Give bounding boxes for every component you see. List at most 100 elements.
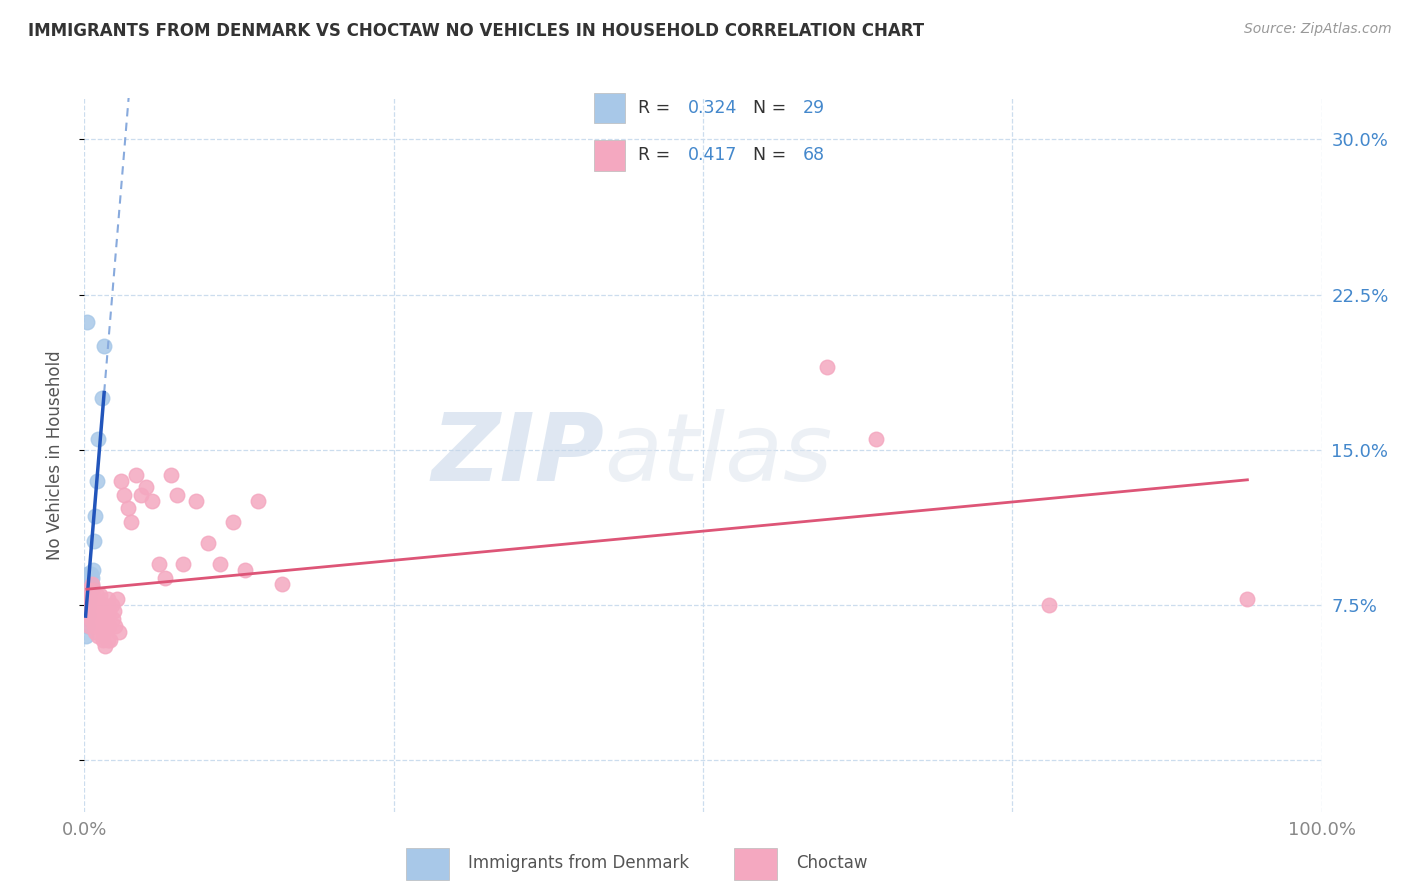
Point (79, 583, 101, 598)
Point (76, 618, 98, 632)
Point (77, 566, 100, 581)
Text: R =: R = (638, 146, 676, 164)
Point (79, 583, 101, 598)
Point (120, 515, 142, 529)
Point (76, 583, 98, 598)
Text: IMMIGRANTS FROM DENMARK VS CHOCTAW NO VEHICLES IN HOUSEHOLD CORRELATION CHART: IMMIGRANTS FROM DENMARK VS CHOCTAW NO VE… (28, 22, 924, 40)
Text: 0.324: 0.324 (688, 99, 737, 117)
Point (89, 598, 111, 612)
Text: Immigrants from Denmark: Immigrants from Denmark (468, 854, 689, 872)
Point (184, 494, 207, 508)
Point (82, 563, 104, 577)
Point (76, 314, 98, 328)
Point (75, 612, 97, 626)
Point (166, 488, 188, 502)
Point (1038, 598, 1060, 612)
Point (79, 575, 101, 590)
Point (87, 433, 110, 447)
Point (79, 612, 101, 626)
Point (135, 480, 157, 494)
Y-axis label: No Vehicles in Household: No Vehicles in Household (45, 350, 63, 560)
Point (94, 612, 117, 626)
Point (271, 577, 294, 591)
Point (83, 591, 105, 606)
Point (125, 467, 148, 482)
Point (77, 583, 100, 598)
Text: 68: 68 (803, 146, 825, 164)
Point (77, 608, 100, 623)
Point (80, 579, 103, 593)
Point (76, 596, 98, 610)
Point (76, 608, 98, 623)
Point (103, 604, 125, 618)
Point (105, 591, 128, 606)
Point (82, 612, 104, 626)
Point (96, 618, 118, 632)
Text: Choctaw: Choctaw (796, 854, 868, 872)
Point (87, 604, 110, 618)
Point (83, 618, 105, 632)
Text: N =: N = (754, 99, 792, 117)
Point (98, 618, 121, 632)
Text: atlas: atlas (605, 409, 832, 500)
Text: 29: 29 (803, 99, 825, 117)
Point (110, 474, 132, 488)
Point (112, 488, 135, 502)
Point (97, 591, 120, 606)
Point (233, 563, 256, 577)
Point (75, 629, 97, 643)
Point (91, 633, 114, 648)
Point (101, 612, 124, 626)
Text: Source: ZipAtlas.com: Source: ZipAtlas.com (1244, 22, 1392, 37)
Bar (595, 93, 624, 123)
Point (98, 633, 121, 648)
Point (153, 571, 176, 585)
Point (89, 612, 111, 626)
Point (87, 629, 110, 643)
Point (197, 536, 219, 550)
Point (97, 633, 120, 648)
Point (89, 618, 111, 632)
Point (93, 624, 115, 639)
Point (80, 604, 103, 618)
Point (129, 488, 152, 502)
Point (86, 474, 108, 488)
Bar (595, 140, 624, 170)
Point (100, 598, 122, 612)
Point (79, 591, 101, 606)
Point (108, 624, 131, 639)
Point (83, 533, 105, 548)
Text: N =: N = (754, 146, 792, 164)
Point (77, 599, 100, 614)
Point (77, 583, 100, 598)
Point (90, 391, 112, 405)
Point (84, 598, 107, 612)
Point (76, 566, 98, 581)
Point (141, 494, 163, 508)
Point (117, 500, 139, 515)
Point (77, 591, 100, 606)
Point (93, 598, 115, 612)
Point (79, 566, 101, 581)
Point (94, 639, 117, 653)
Point (77, 577, 100, 591)
Bar (734, 848, 778, 880)
Point (815, 359, 838, 374)
Point (77, 608, 100, 623)
Point (86, 588, 108, 602)
Point (91, 608, 114, 623)
Point (80, 577, 103, 591)
Point (76, 602, 98, 616)
Point (160, 467, 183, 482)
Point (209, 557, 232, 571)
Point (90, 618, 112, 632)
Bar (406, 848, 450, 880)
Point (148, 557, 170, 571)
Point (79, 618, 101, 632)
Text: 0.417: 0.417 (688, 146, 737, 164)
Point (84, 508, 107, 523)
Point (76, 598, 98, 612)
Point (172, 557, 194, 571)
Point (104, 618, 127, 632)
Point (90, 604, 112, 618)
